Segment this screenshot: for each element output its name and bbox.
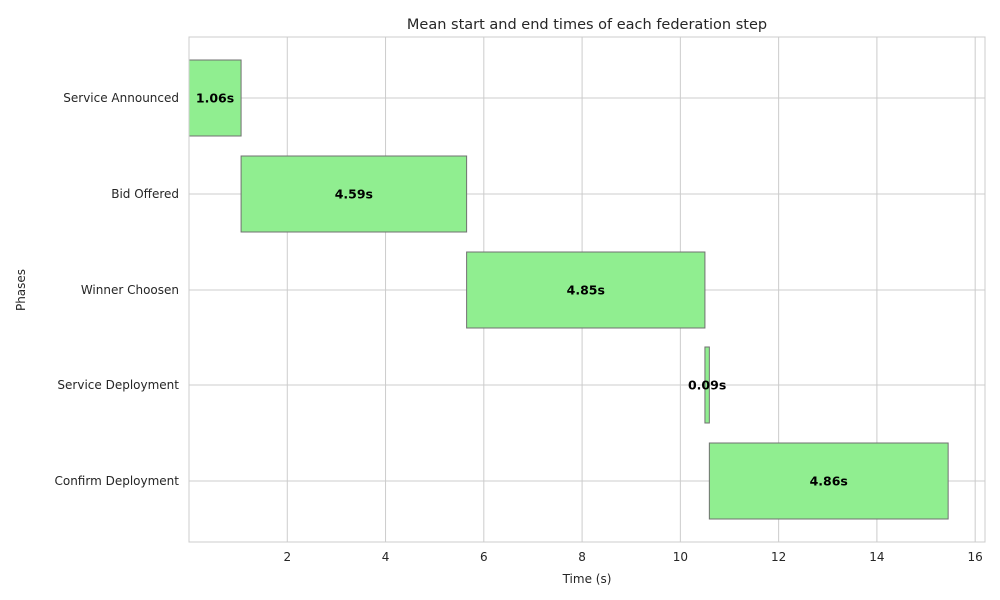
bar-value-label: 0.09s xyxy=(688,378,726,393)
y-tick-label: Service Announced xyxy=(63,91,179,105)
x-tick-label: 8 xyxy=(578,550,586,564)
y-tick-label: Winner Choosen xyxy=(81,283,179,297)
chart-title: Mean start and end times of each federat… xyxy=(407,17,767,33)
x-tick-label: 2 xyxy=(283,550,291,564)
y-axis-title: Phases xyxy=(14,269,28,311)
bar-value-label: 4.59s xyxy=(335,187,373,202)
x-tick-label: 6 xyxy=(480,550,488,564)
bar-bid-offered xyxy=(240,155,468,233)
x-tick-label: 14 xyxy=(869,550,884,564)
x-tick-label: 16 xyxy=(968,550,983,564)
x-tick-label: 10 xyxy=(673,550,688,564)
x-tick-label: 12 xyxy=(771,550,786,564)
bar-value-label: 4.85s xyxy=(567,283,605,298)
x-tick-label: 4 xyxy=(382,550,390,564)
bars xyxy=(188,59,949,520)
tick-labels: 2 4 6 8 10 12 14 16 Service Announced Bid Offered… xyxy=(54,91,982,564)
y-tick-label: Service Deployment xyxy=(57,378,179,392)
bar-labels: 1.06s 4.59s 4.85s 0.09s 4.86s xyxy=(196,91,848,489)
bar-confirm-deployment xyxy=(708,442,949,520)
y-tick-label: Bid Offered xyxy=(111,187,179,201)
bar-service-deployment xyxy=(704,346,710,424)
bar-value-label: 1.06s xyxy=(196,91,234,106)
plot-frame xyxy=(188,36,986,543)
bar-value-label: 4.86s xyxy=(810,474,848,489)
bar-service-announced xyxy=(188,59,242,137)
bar-winner-choosen xyxy=(466,251,706,329)
y-tick-label: Confirm Deployment xyxy=(54,474,179,488)
x-axis-title: Time (s) xyxy=(562,572,612,586)
